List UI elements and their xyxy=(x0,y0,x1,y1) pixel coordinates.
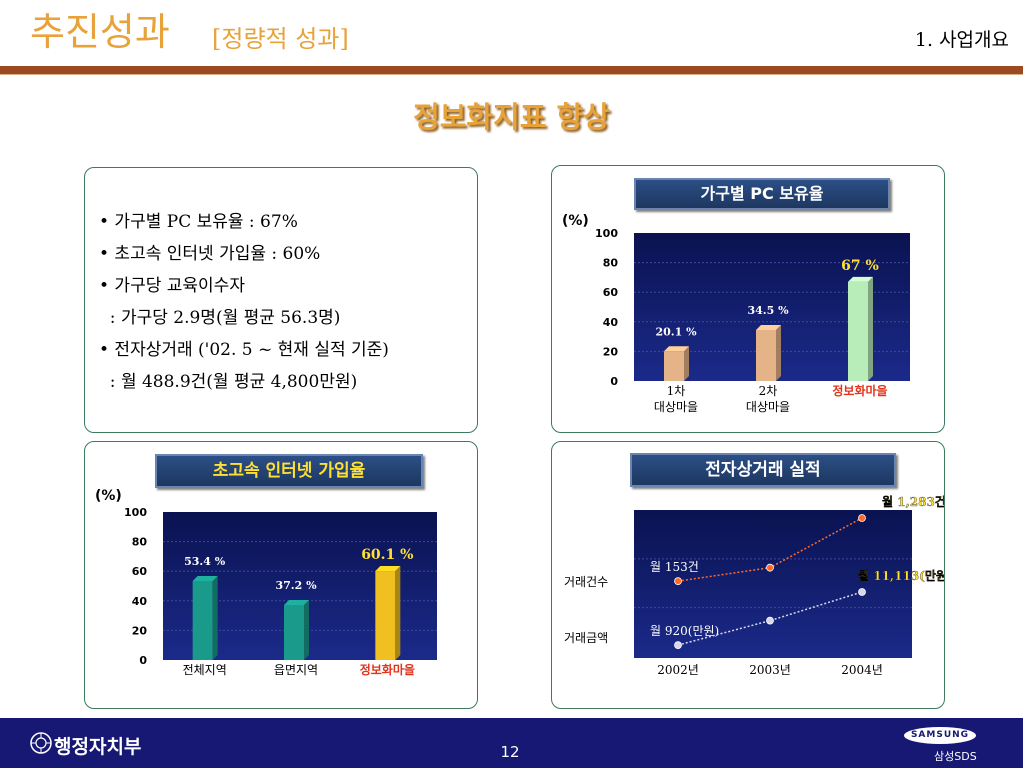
chart-svg: 100 80 60 40 20 0 53.4 % 전체지역 37.2 % 읍면지역 60.1 % 정보… xyxy=(124,506,437,677)
bar-top xyxy=(756,324,781,330)
bar xyxy=(848,281,868,381)
data-label: 67 % xyxy=(841,258,879,274)
category-label: 2차 xyxy=(759,384,778,398)
bar-side xyxy=(776,324,781,381)
series-label: 거래건수 xyxy=(564,575,608,589)
y-tick-label: 40 xyxy=(603,316,619,329)
bar-side xyxy=(212,575,218,660)
x-tick-label: 2003년 xyxy=(749,663,791,677)
summary-line: • 전자상거래 ('02. 5 ~ 현재 실적 기준) xyxy=(99,340,389,360)
y-axis-unit: (%) xyxy=(95,488,122,504)
y-tick-label: 20 xyxy=(603,345,619,358)
data-label: 60.1 % xyxy=(361,547,413,563)
y-axis-unit: (%) xyxy=(562,213,589,229)
summary-panel: • 가구별 PC 보유율 : 67% • 초고속 인터넷 가입율 : 60% •… xyxy=(84,167,478,433)
ministry-name: 행정자치부 xyxy=(54,736,142,758)
footer-bar xyxy=(0,718,1023,768)
point-annotation: 월 153건 xyxy=(650,560,699,574)
x-tick-label: 2002년 xyxy=(657,663,699,677)
point-annotation: 월 1,283건 xyxy=(882,494,944,509)
samsung-sds-logo: 삼성SDS xyxy=(934,750,977,763)
title-underline-bar xyxy=(0,66,1023,74)
slide-subtitle: [정량적 성과] xyxy=(212,25,349,53)
y-tick-label: 60 xyxy=(603,286,619,299)
data-label: 34.5 % xyxy=(747,304,789,317)
data-label: 20.1 % xyxy=(655,325,697,338)
bar xyxy=(756,329,776,381)
chart-title: 초고속 인터넷 가입율 xyxy=(155,454,423,488)
ministry-emblem-icon xyxy=(30,732,52,754)
y-tick-label: 80 xyxy=(603,257,619,270)
bar xyxy=(284,604,304,660)
point-annotation: 월 11,113(만원) xyxy=(858,568,944,583)
bar-top xyxy=(192,575,218,581)
summary-line: : 월 488.9건(월 평균 4,800만원) xyxy=(99,372,358,392)
y-tick-label: 80 xyxy=(132,536,148,549)
bar xyxy=(375,571,396,660)
y-tick-label: 60 xyxy=(132,565,148,578)
title-underline-shadow xyxy=(0,74,1023,75)
x-tick-label: 2004년 xyxy=(841,663,883,677)
category-label: 정보화마을 xyxy=(832,383,887,398)
data-label: 53.4 % xyxy=(184,555,226,568)
ecommerce-panel: 전자상거래 실적 2002년 2003년 2004년 거래건수 월 153건 월 1,28… xyxy=(551,441,953,709)
y-tick-label: 40 xyxy=(132,595,148,608)
summary-line: • 가구당 교육이수자 xyxy=(99,276,245,296)
bar xyxy=(192,580,213,660)
bar-side xyxy=(395,566,401,660)
category-label: 전체지역 xyxy=(183,663,227,677)
category-label: 1차 xyxy=(667,384,686,398)
bar-top xyxy=(284,599,309,605)
summary-line: • 가구별 PC 보유율 : 67% xyxy=(99,212,298,232)
y-tick-label: 20 xyxy=(132,624,148,637)
y-tick-label: 100 xyxy=(595,227,618,240)
bar-side xyxy=(684,346,689,381)
bar xyxy=(664,351,684,381)
y-tick-label: 100 xyxy=(124,506,147,519)
category-label: 읍면지역 xyxy=(274,663,318,677)
y-tick-label: 0 xyxy=(610,375,618,388)
bar-top xyxy=(848,276,873,282)
category-label: 대상마을 xyxy=(746,400,790,414)
summary-line: : 가구당 2.9명(월 평균 56.3명) xyxy=(99,308,341,328)
data-label: 37.2 % xyxy=(275,579,317,592)
summary-list: • 가구별 PC 보유율 : 67% • 초고속 인터넷 가입율 : 60% •… xyxy=(99,206,389,398)
page-number: 12 xyxy=(500,743,520,761)
data-point xyxy=(674,641,682,649)
data-point xyxy=(674,577,682,586)
chart-title: 전자상거래 실적 xyxy=(630,453,896,487)
data-point xyxy=(766,563,774,572)
slide-title: 추진성과 xyxy=(30,10,170,54)
section-label: 1. 사업개요 xyxy=(914,29,1009,51)
bar-top xyxy=(664,346,689,352)
point-annotation: 월 920(만원) xyxy=(650,624,719,638)
headline: 정보화지표 향상 xyxy=(413,100,610,134)
data-point xyxy=(766,616,774,625)
bar-side xyxy=(304,599,309,660)
broadband-chart: 100 80 60 40 20 0 53.4 % 전체지역 37.2 % 읍면지역 60.1 % 정보… xyxy=(85,442,477,708)
series-label: 거래금액 xyxy=(564,631,608,645)
bar-top xyxy=(375,566,401,572)
broadband-panel: 초고속 인터넷 가입율 (%) 100 80 60 40 20 0 53.4 % 전체지역 37… xyxy=(84,441,478,709)
data-point xyxy=(858,514,866,522)
bar-side xyxy=(868,276,873,381)
summary-line: • 초고속 인터넷 가입율 : 60% xyxy=(99,244,321,264)
category-label: 정보화마을 xyxy=(360,662,415,677)
data-point xyxy=(858,588,866,596)
samsung-logo: SAMSUNG xyxy=(904,727,976,744)
category-label: 대상마을 xyxy=(654,400,698,414)
y-tick-label: 0 xyxy=(139,654,147,667)
chart-title: 가구별 PC 보유율 xyxy=(634,178,890,210)
